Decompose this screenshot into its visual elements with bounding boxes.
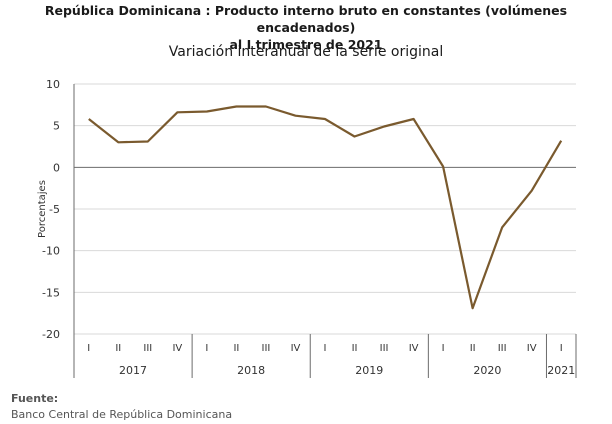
y-tick-label: 10 (46, 78, 60, 91)
x-tick-label: II (115, 343, 121, 354)
chart-title-block: República Dominicana : Producto interno … (0, 2, 612, 53)
x-tick-label: II (470, 343, 476, 354)
x-tick-label: III (262, 343, 271, 354)
x-tick-label: I (87, 343, 90, 354)
x-tick-label: I (205, 343, 208, 354)
line-chart: 10 5 0 -5 -10 -15 -20 Porcentajes 2017 2018 2019 20… (37, 78, 577, 378)
source-label: Fuente: (11, 392, 59, 405)
x-tick-label: I (324, 343, 327, 354)
y-tick-label: -15 (42, 286, 60, 299)
x-tick-label: IV (527, 343, 537, 354)
x-tick-label: III (143, 343, 152, 354)
chart-subtitle: Variación interanual de la serie origina… (168, 44, 444, 60)
year-label: 2017 (119, 364, 147, 377)
x-tick-label: I (560, 343, 563, 354)
y-tick-label: 5 (53, 120, 60, 133)
y-axis-title: Porcentajes (37, 180, 48, 238)
title-line-1: República Dominicana : Producto interno … (44, 3, 568, 35)
y-tick-label: -10 (42, 245, 60, 258)
x-tick-label: II (352, 343, 358, 354)
x-tick-label: IV (291, 343, 301, 354)
x-tick-label: II (233, 343, 239, 354)
series-line (88, 105, 563, 310)
year-label: 2019 (355, 364, 383, 377)
y-tick-label: 0 (53, 161, 60, 174)
y-tick-label: -5 (49, 203, 60, 216)
source-text: Banco Central de República Dominicana (11, 408, 233, 421)
x-tick-label: IV (172, 343, 182, 354)
year-label: 2020 (473, 364, 501, 377)
year-label: 2021 (547, 364, 575, 377)
x-tick-label: IV (409, 343, 419, 354)
y-tick-label: -20 (42, 328, 60, 341)
x-tick-label: III (380, 343, 389, 354)
x-tick-label: I (442, 343, 445, 354)
title-line-2: al I trimestre de 2021 (229, 37, 383, 52)
year-label: 2018 (237, 364, 265, 377)
x-tick-label: III (498, 343, 507, 354)
